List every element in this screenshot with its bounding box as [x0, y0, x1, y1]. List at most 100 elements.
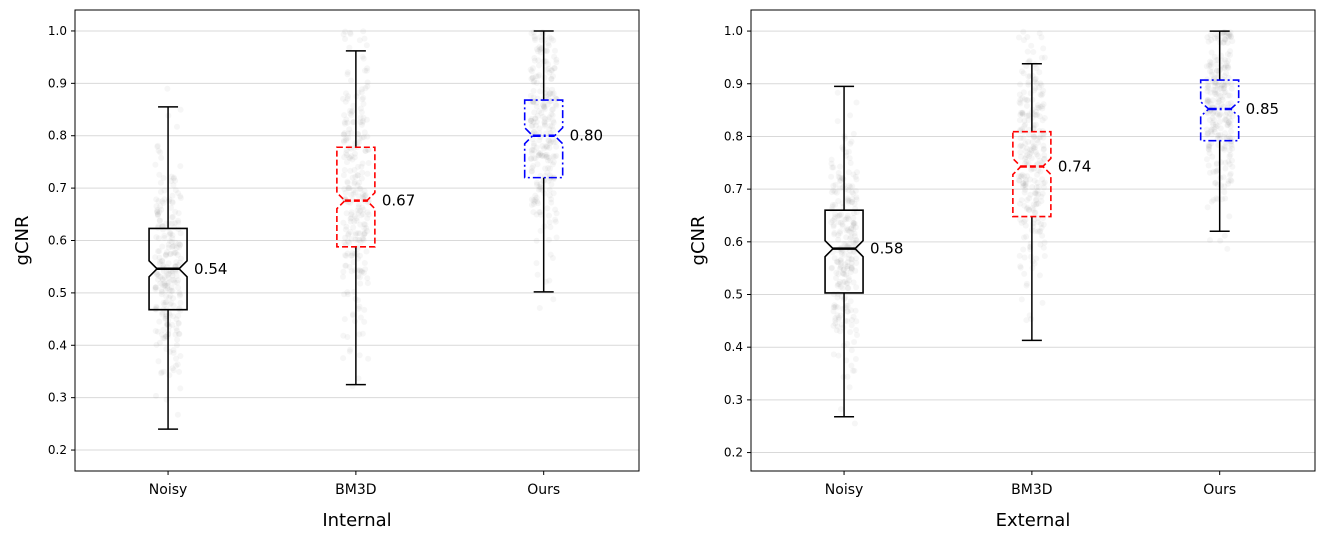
data-point	[1219, 145, 1225, 152]
data-point	[160, 276, 166, 283]
data-point	[536, 62, 542, 69]
data-point	[173, 316, 180, 323]
data-point	[535, 48, 541, 55]
data-point	[1221, 146, 1228, 153]
data-point	[166, 238, 173, 244]
data-point	[162, 251, 169, 258]
data-point	[353, 217, 360, 224]
data-point	[357, 268, 364, 274]
data-point	[1208, 63, 1215, 70]
data-point	[546, 69, 553, 76]
data-point	[836, 212, 843, 219]
data-point	[159, 276, 166, 282]
data-point	[546, 192, 553, 199]
box-bm3d: 0.74	[1012, 62, 1091, 342]
data-point	[1021, 189, 1028, 196]
data-point	[1209, 69, 1215, 75]
data-point	[361, 35, 368, 42]
data-point	[364, 79, 371, 86]
data-point	[165, 274, 172, 281]
data-point	[1020, 246, 1027, 253]
median-label: 0.74	[1058, 157, 1091, 175]
data-point	[533, 99, 540, 106]
data-point	[1023, 154, 1029, 161]
data-point	[540, 113, 546, 120]
data-point	[835, 316, 842, 323]
data-point	[1017, 216, 1024, 223]
data-point	[1015, 177, 1022, 184]
data-point	[1223, 70, 1230, 77]
data-point	[545, 157, 551, 164]
data-point	[1208, 37, 1215, 43]
data-point	[353, 215, 360, 222]
data-point	[849, 183, 856, 190]
data-point	[171, 279, 178, 286]
data-point	[345, 93, 351, 100]
data-point	[1025, 111, 1032, 118]
data-point	[1204, 97, 1211, 104]
data-point	[1017, 100, 1024, 107]
data-point	[363, 225, 370, 232]
data-point	[528, 147, 535, 154]
data-point	[365, 160, 372, 166]
data-point	[530, 201, 537, 207]
data-point	[152, 328, 159, 334]
data-point	[165, 260, 172, 267]
data-point	[1021, 155, 1028, 162]
data-point	[537, 49, 544, 56]
data-point	[1216, 112, 1223, 118]
data-point	[531, 77, 538, 84]
data-point	[830, 304, 837, 311]
data-point	[839, 270, 846, 276]
data-point	[833, 258, 840, 265]
data-point	[1027, 191, 1034, 198]
data-point	[541, 118, 548, 125]
data-point	[340, 332, 347, 339]
data-point	[364, 215, 371, 222]
data-point	[1219, 96, 1226, 103]
data-point	[176, 331, 183, 338]
data-point	[175, 210, 182, 217]
data-point	[167, 292, 174, 299]
data-point	[166, 198, 172, 205]
data-point	[1226, 120, 1233, 127]
data-point	[344, 291, 351, 298]
data-point	[345, 232, 352, 238]
data-point	[1019, 126, 1025, 133]
data-point	[538, 110, 545, 116]
data-point	[847, 329, 854, 335]
data-point	[1210, 110, 1217, 117]
data-point	[834, 294, 841, 301]
data-point	[848, 263, 855, 270]
data-point	[1228, 128, 1235, 135]
data-point	[154, 211, 161, 217]
data-point	[534, 271, 541, 278]
data-point	[177, 242, 183, 249]
data-point	[159, 281, 166, 288]
data-point	[549, 106, 556, 113]
data-point	[832, 317, 839, 324]
data-point	[1205, 162, 1212, 169]
data-point	[844, 318, 851, 325]
data-point	[161, 235, 168, 241]
data-point	[165, 244, 172, 251]
data-point	[1211, 126, 1218, 133]
data-point	[1209, 131, 1216, 138]
data-point	[528, 155, 535, 162]
data-point	[830, 222, 837, 228]
data-point	[1220, 81, 1227, 88]
data-point	[552, 47, 558, 54]
data-point	[1025, 73, 1032, 80]
median-label: 0.54	[194, 260, 227, 278]
data-point	[837, 178, 843, 185]
data-point	[1016, 177, 1023, 184]
data-point	[547, 90, 554, 97]
data-point	[166, 279, 172, 286]
data-point	[1033, 65, 1040, 72]
data-point	[156, 260, 163, 267]
data-point	[548, 67, 555, 74]
data-point	[355, 163, 361, 170]
data-point	[1038, 54, 1045, 61]
data-point	[1204, 88, 1211, 95]
data-point	[157, 280, 164, 287]
